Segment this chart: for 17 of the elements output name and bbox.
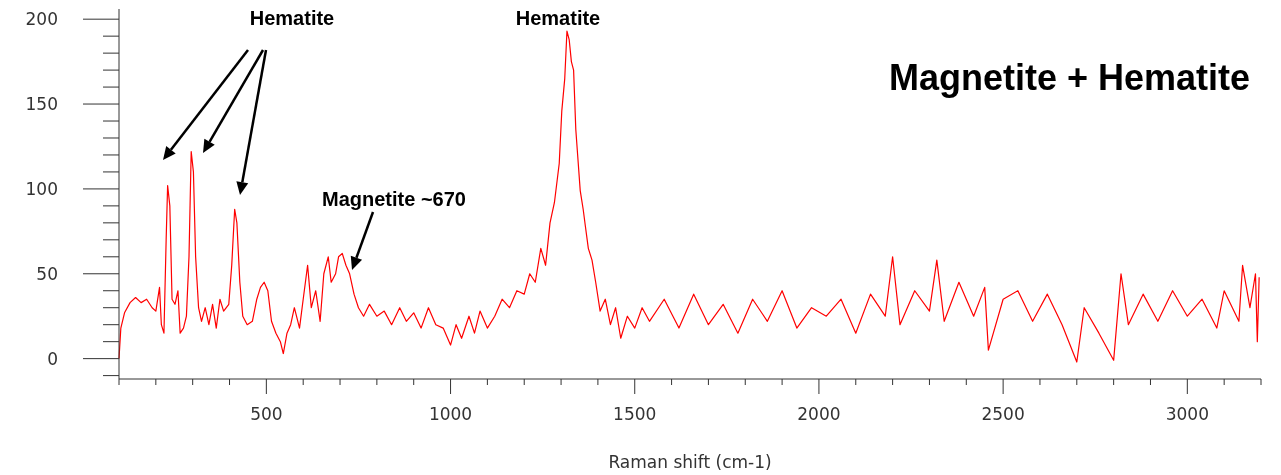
y-tick-label: 200	[25, 9, 58, 30]
annotation: Hematite	[249, 7, 335, 29]
x-tick-label: 3000	[1165, 404, 1209, 424]
x-tick-label: 2000	[797, 404, 841, 424]
y-tick-label: 50	[36, 263, 58, 284]
x-tick-label: 1000	[428, 404, 473, 424]
annotation: Magnetite + Hematite	[888, 57, 1250, 98]
annotation: Hematite	[515, 7, 601, 29]
x-tick-label: 1500	[613, 404, 657, 424]
y-tick-label: 150	[25, 94, 58, 114]
x-tick-label: 500	[250, 404, 283, 424]
y-tick-label: 0	[47, 348, 58, 369]
annotation: Magnetite ~670	[322, 188, 466, 210]
line-series	[118, 30, 1260, 363]
x-axis-title: Raman shift (cm-1)	[608, 452, 772, 472]
x-tick-label: 2500	[981, 404, 1025, 424]
y-tick-label: 100	[25, 178, 58, 199]
